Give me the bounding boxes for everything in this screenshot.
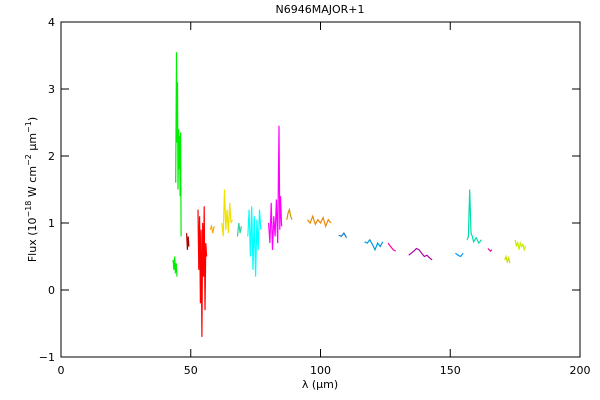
spectrum-segment — [236, 222, 242, 237]
spectrum-segment — [514, 239, 527, 253]
y-tick-label: 4 — [48, 16, 55, 29]
spectrum-segment — [466, 189, 482, 245]
y-axis-label-part: Flux (10 — [26, 217, 39, 262]
y-tick-label: −1 — [39, 351, 55, 364]
y-axis-label-part: −18 — [24, 201, 33, 218]
y-axis-label-part: −1 — [24, 121, 33, 133]
spectrum-segment — [197, 206, 208, 337]
spectrum-segment — [504, 254, 511, 265]
spectrum-segment — [221, 189, 233, 237]
x-tick-label: 0 — [58, 364, 65, 377]
y-axis-label-part: ) — [26, 117, 39, 121]
y-tick-label: 0 — [48, 284, 55, 297]
spectrum-segment — [186, 233, 190, 250]
y-axis-label-part: μm — [26, 133, 39, 154]
x-tick-label: 100 — [310, 364, 331, 377]
y-tick-label: 2 — [48, 150, 55, 163]
spectrum-segment — [408, 247, 433, 261]
x-tick-label: 200 — [570, 364, 591, 377]
y-tick-label: 3 — [48, 83, 55, 96]
y-axis-label: Flux (10−18 W cm−2 μm−1) — [24, 117, 39, 262]
spectrum-segment — [487, 248, 493, 252]
spectrum-segment — [209, 224, 215, 234]
spectrum-segment — [286, 207, 293, 220]
spectrum-segment — [175, 52, 182, 237]
y-tick-label: 1 — [48, 217, 55, 230]
chart-title: N6946MAJOR+1 — [276, 3, 365, 16]
spectrum-segment — [387, 242, 397, 252]
spectrum-segment — [172, 256, 178, 277]
y-axis-label-part: −2 — [24, 154, 33, 166]
spectrum-segment — [338, 232, 348, 238]
x-tick-label: 50 — [184, 364, 198, 377]
plot-frame — [60, 21, 581, 358]
x-axis-label: λ (μm) — [302, 378, 338, 391]
y-axis-label-part: W cm — [26, 166, 39, 201]
spectrum-segment — [247, 206, 262, 277]
spectrum-segment — [455, 252, 464, 258]
spectrum-segment — [268, 125, 283, 250]
spectrum-segment — [364, 238, 384, 252]
x-tick-label: 150 — [440, 364, 461, 377]
spectrum-segment — [307, 214, 332, 229]
